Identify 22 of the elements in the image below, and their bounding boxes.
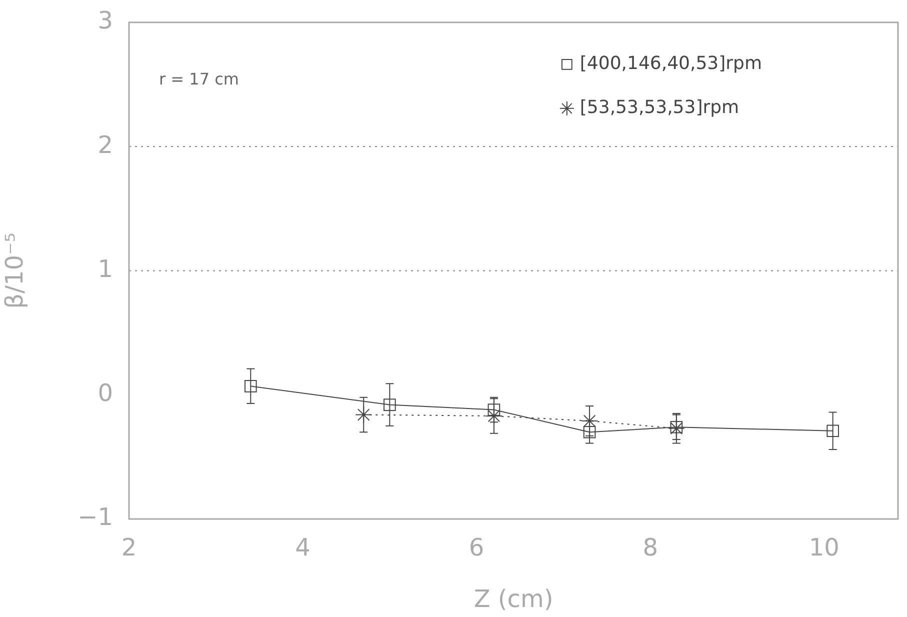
y-tick-label: 0 bbox=[98, 379, 113, 408]
x-axis-title: Z (cm) bbox=[474, 584, 554, 613]
legend-label: [53,53,53,53]rpm bbox=[580, 97, 740, 118]
y-tick-label: −1 bbox=[78, 503, 113, 532]
point bbox=[384, 398, 396, 411]
point bbox=[583, 426, 596, 438]
point bbox=[826, 424, 839, 438]
y-tick-label: 2 bbox=[98, 130, 113, 159]
y-tick-label: 3 bbox=[98, 6, 113, 35]
y-tick-label: 1 bbox=[98, 254, 113, 283]
x-tick-label: 2 bbox=[121, 534, 137, 562]
x-tick-label: 8 bbox=[642, 534, 658, 562]
x-tick-label: 4 bbox=[295, 534, 310, 562]
point bbox=[670, 420, 683, 434]
point bbox=[355, 406, 372, 424]
point bbox=[488, 404, 500, 416]
point bbox=[244, 380, 257, 392]
y-axis-title: β/10⁻⁵ bbox=[0, 232, 29, 309]
legend-label: [400,146,40,53]rpm bbox=[580, 53, 762, 74]
x-tick-label: 10 bbox=[808, 534, 840, 562]
x-tick-label: 6 bbox=[468, 534, 484, 562]
annotation: r = 17 cm bbox=[159, 70, 239, 89]
